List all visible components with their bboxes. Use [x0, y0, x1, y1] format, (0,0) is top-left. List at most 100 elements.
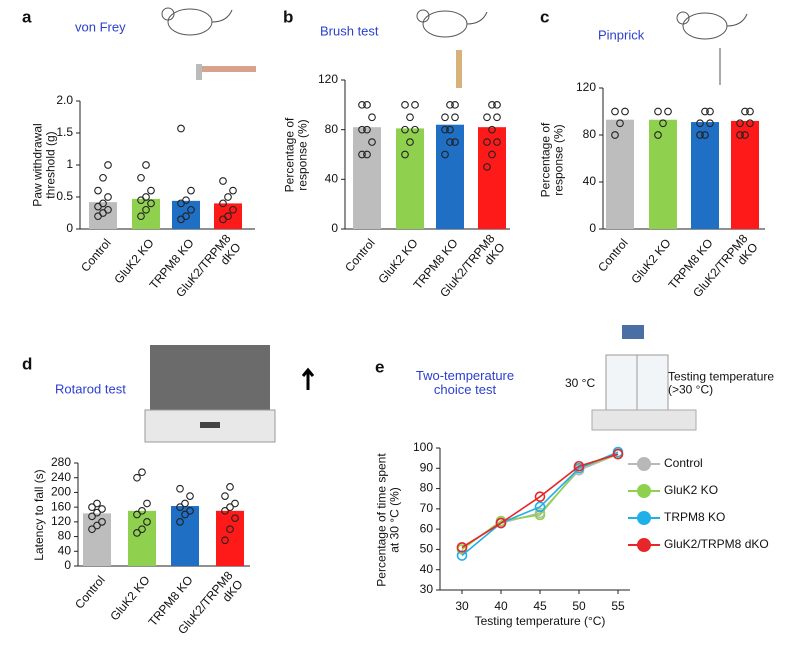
data-point — [488, 150, 496, 159]
data-point — [493, 138, 501, 146]
data-point — [488, 100, 496, 109]
y-tick-label: 0 — [589, 221, 596, 235]
data-point — [451, 138, 459, 146]
x-tick-label: 55 — [611, 599, 625, 613]
data-point — [143, 499, 151, 508]
y-tick-label: 40 — [583, 174, 597, 188]
legend-marker — [637, 484, 651, 498]
legend-marker — [637, 457, 651, 471]
data-point — [363, 100, 371, 109]
data-point — [358, 100, 366, 109]
series-marker — [534, 509, 546, 521]
y-axis-label: Latency to fall (s) — [32, 469, 46, 560]
bar — [606, 119, 634, 229]
legend-marker — [637, 511, 651, 525]
series-marker — [495, 517, 507, 529]
data-point — [741, 107, 749, 116]
data-point — [659, 119, 667, 128]
data-point — [483, 138, 491, 146]
data-point — [358, 150, 366, 159]
data-point — [741, 131, 749, 139]
data-point — [654, 107, 662, 116]
panel-label: b — [283, 7, 293, 26]
y-axis-label: Paw withdrawalthreshold (g) — [31, 123, 58, 206]
bar — [128, 510, 156, 566]
data-point — [701, 131, 709, 139]
data-point — [411, 125, 419, 134]
data-point — [736, 119, 744, 128]
data-point — [363, 125, 371, 134]
data-point — [368, 138, 376, 146]
x-tick-label: GluK2 KO — [628, 236, 673, 286]
data-point — [221, 492, 229, 500]
data-point — [451, 113, 459, 122]
data-point — [483, 113, 491, 122]
data-point — [94, 186, 102, 195]
data-point — [229, 205, 237, 214]
bar — [478, 127, 506, 229]
series-marker — [456, 542, 468, 553]
data-point — [411, 100, 419, 109]
y-tick-label: 80 — [420, 481, 434, 495]
data-point — [137, 173, 145, 182]
data-point — [231, 499, 239, 508]
bar — [436, 124, 464, 229]
mouse-illustration-b — [416, 9, 488, 88]
data-point — [176, 503, 184, 511]
data-point — [138, 468, 146, 477]
mouse-illustration-a — [161, 7, 256, 80]
data-point — [221, 536, 229, 545]
series-marker — [534, 491, 546, 502]
data-point — [229, 186, 237, 195]
y-tick-label: 40 — [58, 543, 72, 557]
data-point — [406, 113, 414, 122]
panel-title: Pinprick — [598, 27, 645, 42]
data-point — [224, 212, 232, 221]
series-line — [461, 451, 619, 557]
data-point — [186, 506, 194, 515]
y-tick-label: 0 — [66, 221, 73, 235]
y-tick-label: 120 — [318, 72, 338, 86]
data-point — [88, 525, 96, 534]
data-point — [99, 199, 107, 208]
y-tick-label: 120 — [51, 514, 71, 528]
data-point — [441, 150, 449, 159]
data-point — [701, 107, 709, 116]
data-point — [138, 525, 146, 534]
bar — [214, 203, 242, 229]
y-tick-label: 280 — [51, 455, 71, 469]
x-tick-label: 45 — [533, 599, 547, 613]
data-point — [696, 119, 704, 128]
data-point — [147, 186, 155, 195]
data-point — [493, 113, 501, 122]
data-point — [401, 150, 409, 159]
panel-title: von Frey — [75, 19, 126, 34]
y-tick-label: 30 — [420, 582, 434, 596]
x-tick-label: GluK2 KO — [107, 573, 152, 623]
data-point — [181, 499, 189, 508]
data-point — [138, 506, 146, 515]
data-point — [664, 107, 672, 116]
data-point — [104, 193, 112, 201]
series-marker — [573, 460, 585, 472]
data-point — [654, 131, 662, 139]
bar — [83, 513, 111, 566]
y-tick-label: 240 — [51, 470, 71, 484]
series-marker — [612, 448, 624, 460]
annotation: Testing temperature (>30 °C) — [668, 370, 774, 397]
data-point — [226, 525, 234, 534]
bar — [731, 120, 759, 229]
data-point — [182, 196, 190, 205]
y-tick-label: 80 — [325, 122, 339, 136]
data-point — [182, 212, 190, 221]
data-point — [451, 100, 459, 109]
x-tick-label: Control — [78, 236, 114, 275]
data-point — [187, 205, 195, 214]
data-point — [358, 125, 366, 134]
data-point — [446, 125, 454, 134]
data-point — [736, 131, 744, 139]
data-point — [746, 119, 754, 128]
data-point — [137, 212, 145, 221]
data-point — [147, 199, 155, 208]
